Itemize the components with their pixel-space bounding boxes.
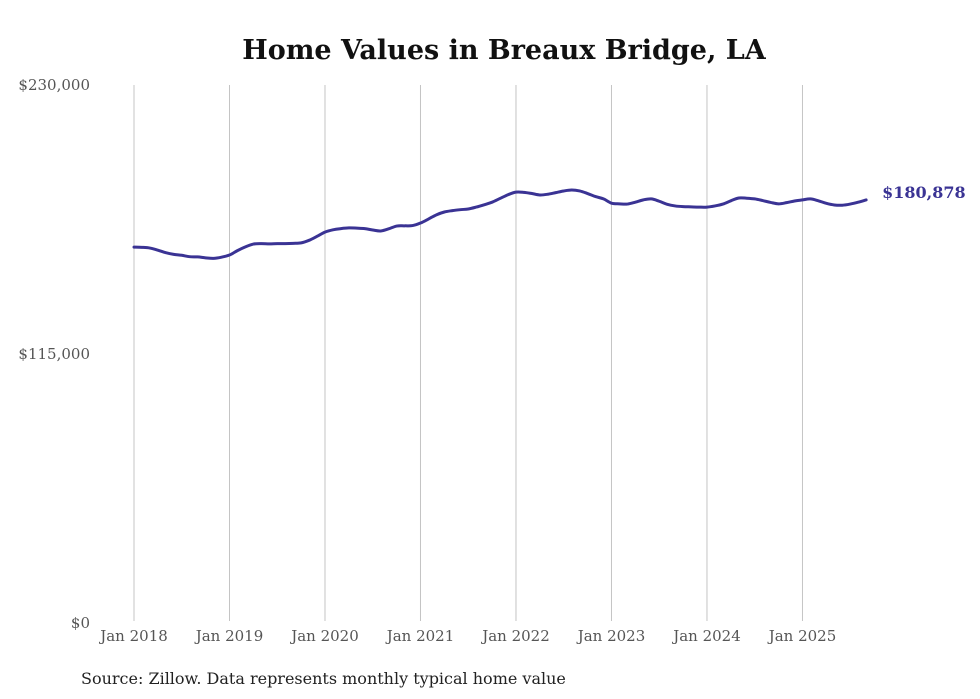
y-tick-label: $0 <box>71 614 90 632</box>
x-tick-label: Jan 2020 <box>289 627 359 645</box>
x-tick-label: Jan 2025 <box>767 627 837 645</box>
series-line-0 <box>132 188 868 260</box>
source-note: Source: Zillow. Data represents monthly … <box>81 669 566 688</box>
y-axis-ticks: $0 $115,000 $230,000 <box>18 76 90 632</box>
y-tick-label: $115,000 <box>18 345 90 363</box>
x-tick-label: Jan 2023 <box>576 627 646 645</box>
x-tick-label: Jan 2018 <box>98 627 168 645</box>
x-tick-label: Jan 2024 <box>671 627 741 645</box>
x-tick-label: Jan 2021 <box>385 627 455 645</box>
x-axis-ticks: Jan 2018 Jan 2019 Jan 2020 Jan 2021 Jan 2022… <box>98 627 836 645</box>
x-tick-label: Jan 2019 <box>194 627 264 645</box>
y-tick-label: $230,000 <box>18 76 90 94</box>
x-tick-label: Jan 2022 <box>480 627 550 645</box>
series-layer: $180,878 <box>132 183 966 260</box>
end-value-label: $180,878 <box>882 183 966 202</box>
chart-title: Home Values in Breaux Bridge, LA <box>242 35 766 66</box>
gridlines <box>133 85 803 621</box>
